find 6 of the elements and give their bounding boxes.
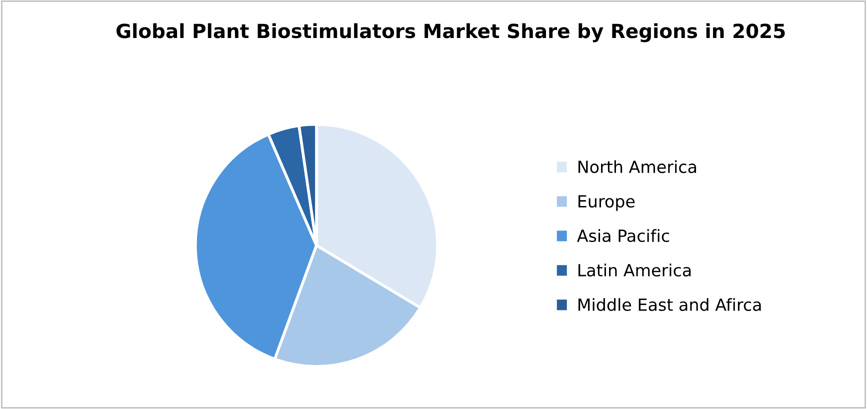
legend-label: North America: [578, 160, 696, 174]
legend-label: Middle East and Afirca: [578, 298, 761, 311]
legend-label: Europe: [578, 195, 635, 211]
legend-label: Asia Pacific: [577, 229, 670, 242]
legend-label: Latin America: [578, 264, 691, 277]
chart-title: Global Plant Biostimulators Market Share by Regions in 2025: [116, 23, 785, 42]
